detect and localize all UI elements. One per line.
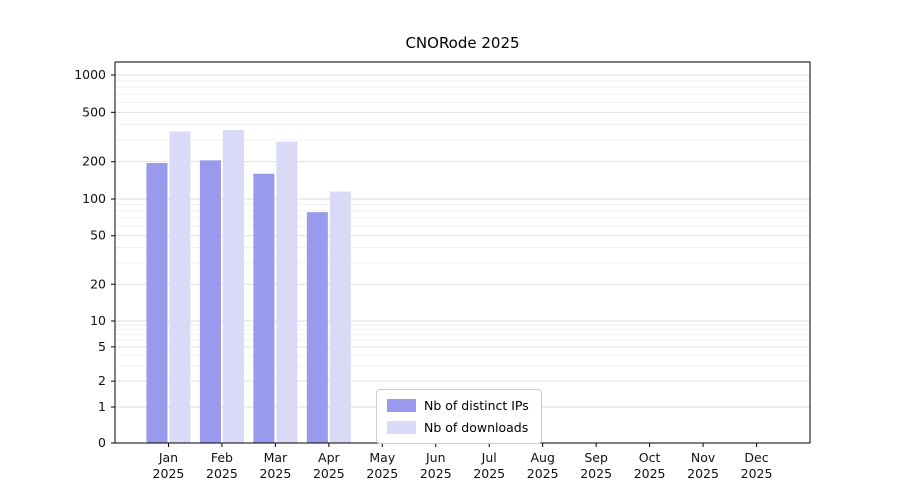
- bar-distinct-ips-feb: [199, 160, 221, 443]
- bar-downloads-apr: [329, 191, 351, 443]
- x-tick-label-year: 2025: [206, 466, 238, 481]
- bar-downloads-mar: [276, 141, 298, 443]
- chart-title: CNORode 2025: [405, 34, 520, 52]
- y-tick-label: 1: [98, 399, 106, 414]
- x-tick-label-year: 2025: [580, 466, 612, 481]
- y-tick-label: 10: [90, 313, 106, 328]
- y-tick-label: 50: [90, 228, 106, 243]
- bar-distinct-ips-jan: [146, 163, 168, 443]
- y-tick-label: 100: [82, 191, 106, 206]
- y-tick-label: 2: [98, 373, 106, 388]
- y-tick-label: 5: [98, 339, 106, 354]
- x-tick-label-month: Apr: [318, 450, 340, 465]
- x-tick-label-year: 2025: [634, 466, 666, 481]
- x-tick-label-year: 2025: [741, 466, 773, 481]
- x-tick-label-month: May: [369, 450, 395, 465]
- y-tick-label: 200: [82, 154, 106, 169]
- x-tick-label-month: Jun: [425, 450, 446, 465]
- x-tick-label-year: 2025: [313, 466, 345, 481]
- x-tick-label-year: 2025: [473, 466, 505, 481]
- x-tick-label-year: 2025: [366, 466, 398, 481]
- bar-downloads-feb: [222, 130, 244, 443]
- x-tick-label-month: Jan: [158, 450, 178, 465]
- bar-distinct-ips-mar: [253, 173, 275, 443]
- bar-downloads-jan: [169, 131, 191, 443]
- x-tick-label-year: 2025: [259, 466, 291, 481]
- legend-item-downloads: Nb of downloads: [387, 420, 529, 435]
- x-tick-label-month: Sep: [584, 450, 608, 465]
- chart-legend: Nb of distinct IPs Nb of downloads: [376, 389, 542, 444]
- legend-item-distinct-ips: Nb of distinct IPs: [387, 398, 529, 413]
- x-tick-label-year: 2025: [687, 466, 719, 481]
- x-tick-label-year: 2025: [153, 466, 185, 481]
- x-tick-label-month: Jul: [481, 450, 497, 465]
- x-tick-label-month: Feb: [211, 450, 233, 465]
- legend-swatch-downloads: [387, 421, 416, 434]
- x-tick-label-month: Oct: [639, 450, 661, 465]
- bar-distinct-ips-apr: [306, 212, 328, 443]
- legend-swatch-distinct-ips: [387, 399, 416, 412]
- y-tick-label: 20: [90, 276, 106, 291]
- x-tick-label-year: 2025: [527, 466, 559, 481]
- x-tick-label-month: Dec: [744, 450, 768, 465]
- legend-label-downloads: Nb of downloads: [424, 420, 529, 435]
- x-tick-label-year: 2025: [420, 466, 452, 481]
- x-tick-label-month: Nov: [691, 450, 716, 465]
- legend-label-distinct-ips: Nb of distinct IPs: [424, 398, 529, 413]
- y-tick-label: 1000: [74, 67, 106, 82]
- y-tick-label: 500: [82, 104, 106, 119]
- y-tick-label: 0: [98, 435, 106, 450]
- x-tick-label-month: Mar: [264, 450, 288, 465]
- x-tick-label-month: Aug: [530, 450, 554, 465]
